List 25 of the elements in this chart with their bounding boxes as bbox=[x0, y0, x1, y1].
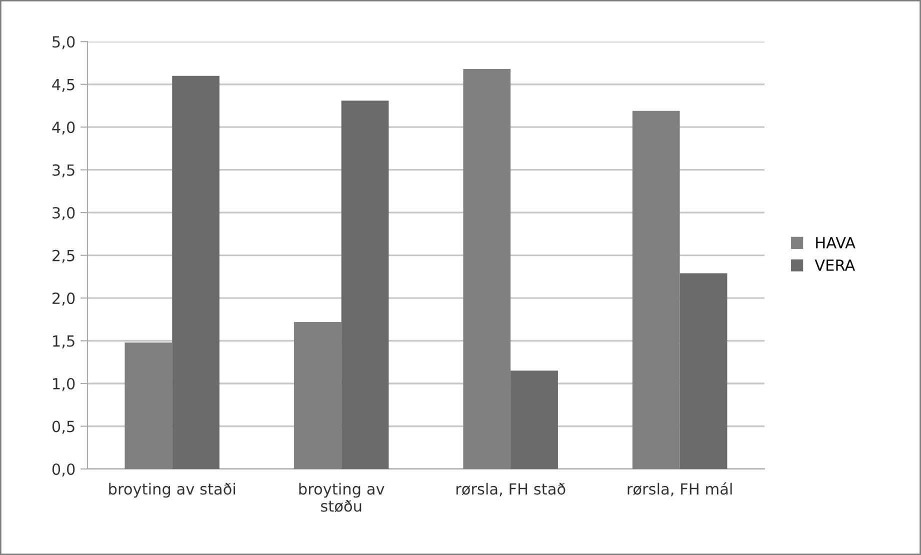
y-tick-label: 5,0 bbox=[52, 36, 75, 50]
y-tick-label: 1,5 bbox=[53, 335, 74, 348]
bar bbox=[463, 68, 511, 469]
y-tick-label: 4,0 bbox=[52, 122, 75, 135]
y-tick-label: 2,5 bbox=[52, 250, 74, 263]
legend-label: VERA bbox=[814, 260, 856, 271]
y-tick-label: 3,5 bbox=[52, 164, 74, 178]
bar bbox=[632, 110, 680, 469]
y-tick-label: 0,0 bbox=[52, 463, 75, 477]
y-tick-label: 0,5 bbox=[52, 420, 74, 434]
x-tick-label: rørsla, FH mál bbox=[628, 482, 732, 496]
x-tick-label: broyting av staði bbox=[109, 482, 236, 498]
bar bbox=[294, 322, 342, 469]
bar bbox=[341, 100, 389, 469]
x-tick-label: rørsla, FH stað bbox=[456, 482, 566, 496]
y-tick-label: 3,0 bbox=[52, 207, 75, 220]
bar bbox=[510, 370, 558, 469]
y-tick-label: 1,0 bbox=[53, 378, 75, 392]
legend-label: HAVA bbox=[816, 237, 856, 248]
bar bbox=[680, 273, 728, 469]
y-tick-label: 4,5 bbox=[52, 79, 74, 92]
x-tick-label: broyting av støðu bbox=[299, 482, 384, 512]
y-tick-label: 2,0 bbox=[52, 292, 75, 306]
bar bbox=[124, 342, 172, 469]
bar bbox=[172, 76, 220, 469]
